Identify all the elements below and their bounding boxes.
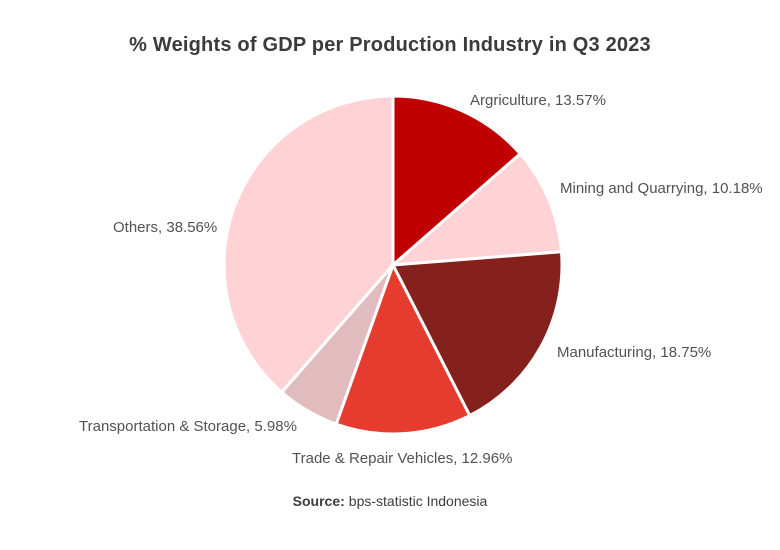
pie-slice-mining-and-quarrying	[391, 152, 563, 267]
pie-slice-others	[222, 94, 395, 394]
source-text: bps-statistic Indonesia	[348, 493, 488, 509]
slice-label-others: Others, 38.56%	[113, 219, 218, 236]
chart-title: % Weights of GDP per Production Industry…	[129, 34, 651, 56]
source-note: Source: bps-statistic Indonesia	[0, 493, 780, 509]
pie-slice-trade-repair-vehicles	[334, 263, 472, 436]
pie-slice-manufacturing	[391, 250, 564, 418]
slice-label-trade-repair-vehicles: Trade & Repair Vehicles, 12.96%	[292, 450, 513, 467]
slice-label-transportation-storage: Transportation & Storage, 5.98%	[79, 418, 297, 435]
slice-label-manufacturing: Manufacturing, 18.75%	[557, 344, 712, 361]
slice-label-agriculture: Argriculture, 13.57%	[470, 92, 606, 109]
slice-label-mining-and-quarrying: Mining and Quarrying, 10.18%	[560, 180, 763, 197]
source-label: Source:	[292, 493, 345, 509]
pie-slice-argriculture	[391, 94, 522, 267]
